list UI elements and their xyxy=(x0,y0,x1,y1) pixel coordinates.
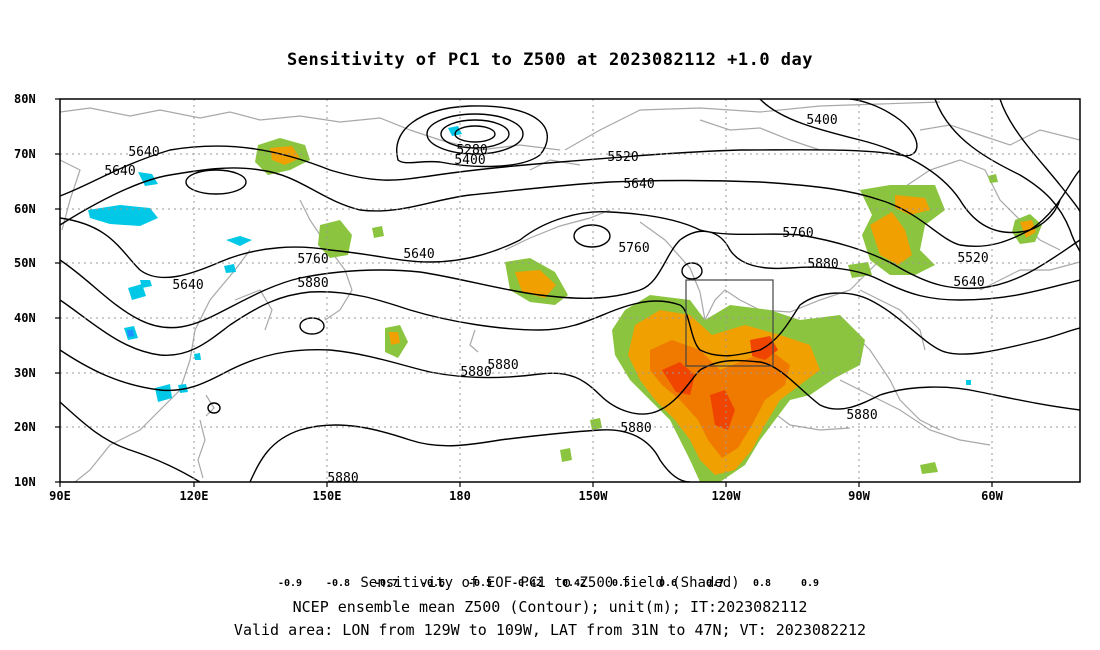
lat-label: 10N xyxy=(14,475,36,489)
contour-label: 5880 xyxy=(846,408,877,423)
graticule xyxy=(60,99,1080,482)
lon-label: 150W xyxy=(578,489,608,503)
lon-label: 120W xyxy=(711,489,741,503)
contour-label: 5280 xyxy=(456,143,487,158)
contour-label: 5760 xyxy=(782,226,813,241)
colorbar-tick-label: -0.9 xyxy=(277,578,303,589)
contour-label: 5400 xyxy=(806,113,837,128)
lat-label: 60N xyxy=(14,202,36,216)
caption-valid-area: Valid area: LON from 129W to 109W, LAT f… xyxy=(233,621,867,639)
lon-label: 90E xyxy=(49,489,71,503)
colorbar-tick-label: -0.5 xyxy=(467,578,493,589)
colorbar-tick-label: -0.8 xyxy=(325,578,351,589)
lon-label: 120E xyxy=(179,489,209,503)
valid-area-box xyxy=(685,279,774,367)
contour-label: 5880 xyxy=(460,365,491,380)
lon-label: 180 xyxy=(449,489,471,503)
lat-label: 40N xyxy=(14,311,36,325)
positive-sensitivity-shading xyxy=(255,138,1042,482)
lon-label: 150E xyxy=(312,489,342,503)
contour-label: 5880 xyxy=(487,358,518,373)
contour-label: 5880 xyxy=(620,421,651,436)
colorbar-tick-label: -0.6 xyxy=(420,578,446,589)
lat-label: 80N xyxy=(14,92,36,106)
contour-label: 5520 xyxy=(957,251,988,266)
colorbar-tick-label: 0.6 xyxy=(658,578,678,589)
contour-label: 5520 xyxy=(607,150,638,165)
axis-ticks xyxy=(55,98,993,487)
coastlines xyxy=(60,101,1080,482)
contour-label: 5760 xyxy=(618,241,649,256)
contour-label: 5640 xyxy=(403,247,434,262)
caption-shaded: Sensitivity of EOF PC1 to Z500 field (Sh… xyxy=(360,575,740,591)
lat-label: 70N xyxy=(14,147,36,161)
plot-frame xyxy=(59,98,1081,483)
z500-contours xyxy=(60,99,1080,482)
lat-label: 30N xyxy=(14,366,36,380)
contour-label: 5640 xyxy=(623,177,654,192)
colorbar-tick-label: -0.7 xyxy=(373,578,399,589)
colorbar-tick-label: 0.42 xyxy=(561,578,587,589)
lat-label: 50N xyxy=(14,256,36,270)
map-title: Sensitivity of PC1 to Z500 at 2023082112… xyxy=(286,50,813,70)
colorbar-tick-label: 0.8 xyxy=(752,578,772,589)
contour-label: 5760 xyxy=(297,252,328,267)
lat-label: 20N xyxy=(14,420,36,434)
colorbar-tick-label: 0.5 xyxy=(611,578,631,589)
sensitivity-map: 5400 5280 5400 5520 5640 5640 5640 5640 … xyxy=(55,98,1081,487)
contour-label: 5880 xyxy=(297,276,328,291)
contour-label: 5640 xyxy=(172,278,203,293)
contour-label: 5640 xyxy=(128,145,159,160)
colorbar-tick-label: 0.7 xyxy=(705,578,725,589)
contour-label: 5640 xyxy=(953,275,984,290)
caption-contour: NCEP ensemble mean Z500 (Contour); unit(… xyxy=(292,598,808,616)
contour-label: 5640 xyxy=(104,164,135,179)
contour-label: 5880 xyxy=(327,471,358,486)
contour-label: 5880 xyxy=(807,257,838,272)
contour-label-group: 5400 5280 5400 5520 5640 5640 5640 5640 … xyxy=(104,113,988,486)
colorbar-tick-label: -0.42 xyxy=(511,578,543,589)
lon-label: 60W xyxy=(981,489,1003,503)
lon-label: 90W xyxy=(848,489,870,503)
stronger-negative-shading xyxy=(127,330,134,337)
contour-label: 5400 xyxy=(454,153,485,168)
negative-sensitivity-shading xyxy=(88,126,971,402)
colorbar-tick-label: 0.9 xyxy=(800,578,820,589)
